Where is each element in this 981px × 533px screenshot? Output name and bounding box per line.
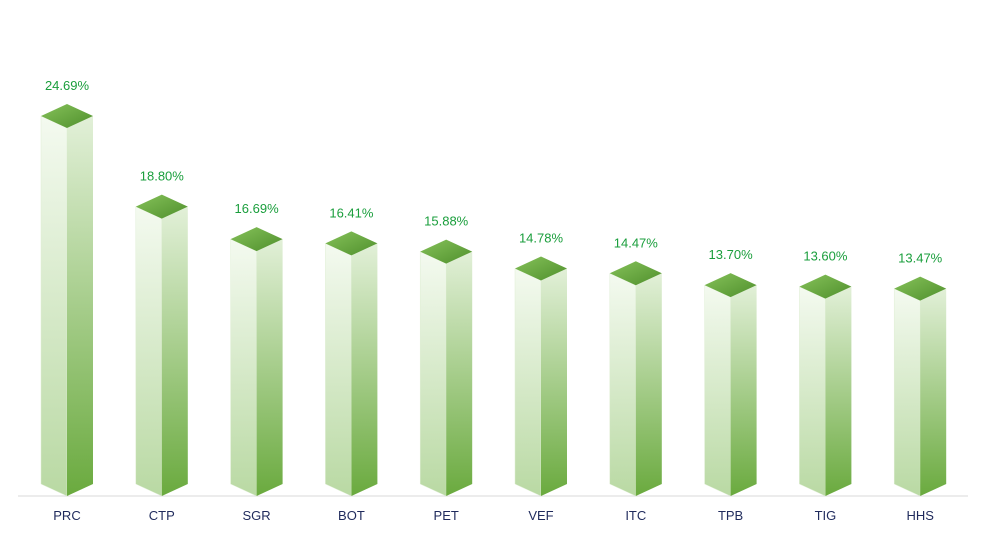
category-label-sgr: SGR xyxy=(243,508,271,523)
bar-vef xyxy=(514,256,567,497)
value-label-vef: 14.78% xyxy=(519,231,564,246)
bar-front-face xyxy=(609,272,637,497)
bar-front-face xyxy=(893,288,921,497)
category-label-hhs: HHS xyxy=(906,508,934,523)
bar-top-face xyxy=(325,231,378,256)
labels-group: 24.69% PRC 18.80% CTP 16.69% SGR 16.41% BOT 15.8… xyxy=(45,78,943,523)
value-label-sgr: 16.69% xyxy=(235,201,280,216)
value-label-hhs: 13.47% xyxy=(898,251,943,266)
bar-front-face xyxy=(40,115,68,497)
category-label-prc: PRC xyxy=(53,508,80,523)
category-label-bot: BOT xyxy=(338,508,365,523)
bar-top-face xyxy=(230,227,283,252)
bar-top-face xyxy=(704,273,757,298)
bar-top-face xyxy=(135,194,188,219)
bar-side-face xyxy=(920,288,947,496)
category-label-ctp: CTP xyxy=(149,508,175,523)
bar-hhs xyxy=(893,276,947,497)
bar-side-face xyxy=(635,273,662,496)
bars-group xyxy=(40,104,947,497)
bar-pet xyxy=(419,239,473,497)
value-label-prc: 24.69% xyxy=(45,78,90,93)
bar-tpb xyxy=(704,273,757,497)
bar-prc xyxy=(40,104,93,497)
bar-top-face xyxy=(420,239,473,264)
bar-sgr xyxy=(230,227,283,497)
bar-side-face xyxy=(446,251,473,496)
bar-top-face xyxy=(41,104,93,128)
bar-front-face xyxy=(230,238,257,497)
bar-side-face xyxy=(541,268,567,496)
bar-side-face xyxy=(825,286,852,496)
category-label-tig: TIG xyxy=(815,508,837,523)
bar-top-face xyxy=(894,276,947,301)
value-label-itc: 14.47% xyxy=(614,235,659,250)
bar-side-face xyxy=(351,243,378,496)
value-label-tpb: 13.70% xyxy=(709,247,754,262)
bar-front-face xyxy=(135,206,163,497)
bar-top-face xyxy=(799,274,852,299)
category-label-tpb: TPB xyxy=(718,508,743,523)
bar-tig xyxy=(799,274,852,497)
category-label-pet: PET xyxy=(434,508,459,523)
category-label-vef: VEF xyxy=(528,508,553,523)
bar-top-face xyxy=(515,256,567,281)
bar-side-face xyxy=(67,116,93,496)
value-label-pet: 15.88% xyxy=(424,214,469,229)
bar-itc xyxy=(609,261,662,497)
bar-side-face xyxy=(161,206,188,496)
bar-front-face xyxy=(419,251,447,497)
bar-front-face xyxy=(704,284,731,497)
bar-bot xyxy=(325,231,378,497)
bar-front-face xyxy=(799,286,826,497)
value-label-tig: 13.60% xyxy=(803,249,848,264)
value-label-bot: 16.41% xyxy=(329,205,374,220)
value-label-ctp: 18.80% xyxy=(140,169,185,184)
bar-side-face xyxy=(256,239,283,496)
category-label-itc: ITC xyxy=(625,508,646,523)
bar-ctp xyxy=(135,194,188,497)
bar-top-face xyxy=(609,261,662,286)
bar-front-face xyxy=(514,268,542,497)
bar-front-face xyxy=(325,243,352,497)
bar-side-face xyxy=(730,285,757,496)
